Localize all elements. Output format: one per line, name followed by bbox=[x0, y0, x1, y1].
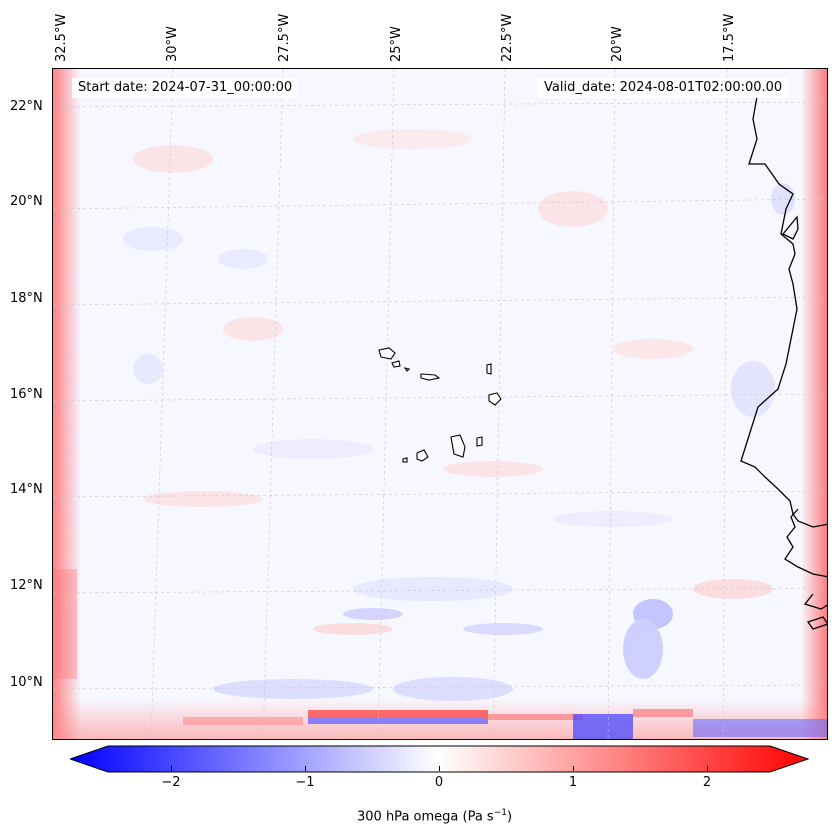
island-maio bbox=[476, 436, 483, 447]
island-santo-antao bbox=[378, 347, 396, 360]
lon-label-20w: 20°W bbox=[610, 26, 625, 62]
island-boa-vista bbox=[488, 392, 502, 406]
map-panel bbox=[52, 68, 828, 740]
island-brava bbox=[402, 457, 408, 463]
island-santa-luzia bbox=[403, 367, 411, 372]
lat-label-14n: 14°N bbox=[10, 482, 43, 497]
island-santiago bbox=[450, 434, 466, 458]
colorbar-label-text: 300 hPa omega (Pa s bbox=[357, 809, 494, 825]
omega-field bbox=[53, 69, 827, 739]
island-fogo bbox=[416, 449, 429, 462]
colorbar-label-close: ) bbox=[506, 809, 513, 825]
valid-date-label: Valid_date: 2024-08-01T02:00:00.00 bbox=[538, 78, 789, 98]
colorbar-tick-mark bbox=[171, 766, 172, 771]
island-sao-vicente bbox=[391, 360, 401, 368]
island-sal bbox=[486, 363, 492, 375]
colorbar-label-exponent: −1 bbox=[493, 808, 507, 818]
colorbar-label: 300 hPa omega (Pa s−1) bbox=[357, 808, 512, 824]
colorbar bbox=[70, 745, 810, 773]
colorbar-tick-label: 0 bbox=[434, 775, 444, 790]
lat-label-22n: 22°N bbox=[10, 99, 43, 114]
lon-label-30w: 30°W bbox=[165, 26, 180, 62]
lat-label-10n: 10°N bbox=[10, 675, 43, 690]
colorbar-tick-mark bbox=[305, 766, 306, 771]
lon-label-32-5w: 32.5°W bbox=[54, 13, 69, 62]
lon-label-27-5w: 27.5°W bbox=[277, 13, 292, 62]
lon-label-22-5w: 22.5°W bbox=[500, 13, 515, 62]
colorbar-tick-label: 2 bbox=[702, 775, 712, 790]
colorbar-tick-label: −2 bbox=[161, 775, 181, 790]
colorbar-tick-mark bbox=[439, 766, 440, 771]
coastline-africa bbox=[740, 90, 827, 630]
lon-label-17-5w: 17.5°W bbox=[722, 13, 737, 62]
lat-label-20n: 20°N bbox=[10, 194, 43, 209]
lat-label-12n: 12°N bbox=[10, 578, 43, 593]
lat-label-16n: 16°N bbox=[10, 387, 43, 402]
colorbar-tick-mark bbox=[573, 766, 574, 771]
island-sao-nicolau bbox=[420, 373, 441, 381]
colorbar-tick-label: 1 bbox=[568, 775, 578, 790]
lat-label-18n: 18°N bbox=[10, 291, 43, 306]
colorbar-tick-mark bbox=[707, 766, 708, 771]
start-date-label: Start date: 2024-07-31_00:00:00 bbox=[72, 78, 299, 98]
colorbar-tick-label: −1 bbox=[295, 775, 315, 790]
lon-label-25w: 25°W bbox=[389, 26, 404, 62]
